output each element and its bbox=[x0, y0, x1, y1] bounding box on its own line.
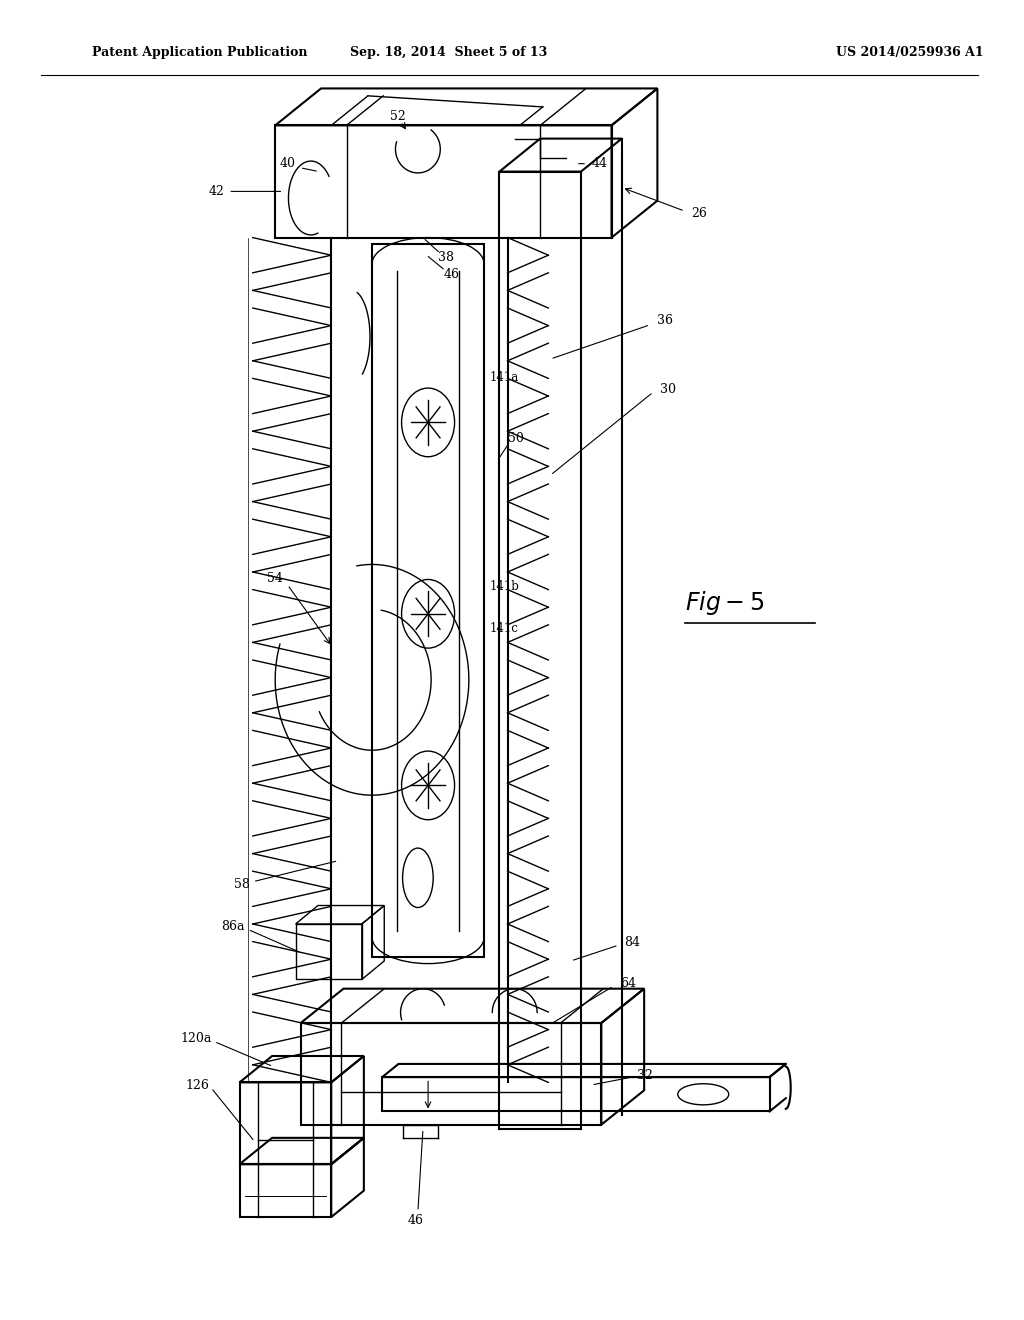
Text: 38: 38 bbox=[438, 251, 455, 264]
Text: 58: 58 bbox=[233, 878, 250, 891]
Text: 36: 36 bbox=[657, 314, 674, 327]
Text: 64: 64 bbox=[620, 977, 636, 990]
Text: 40: 40 bbox=[280, 157, 296, 170]
Text: 32: 32 bbox=[637, 1069, 653, 1082]
Text: 120a: 120a bbox=[180, 1032, 212, 1045]
Text: Sep. 18, 2014  Sheet 5 of 13: Sep. 18, 2014 Sheet 5 of 13 bbox=[350, 46, 547, 59]
Text: 84: 84 bbox=[624, 936, 640, 949]
Text: 141b: 141b bbox=[489, 579, 519, 593]
Text: $\mathit{Fig-5}$: $\mathit{Fig-5}$ bbox=[685, 589, 764, 618]
Text: 46: 46 bbox=[408, 1214, 424, 1228]
Text: 50: 50 bbox=[508, 432, 523, 445]
Text: 46: 46 bbox=[443, 268, 460, 281]
Text: 54: 54 bbox=[267, 572, 284, 585]
Text: 141a: 141a bbox=[489, 371, 518, 384]
Text: 141c: 141c bbox=[489, 622, 518, 635]
Text: 126: 126 bbox=[185, 1078, 209, 1092]
Text: 44: 44 bbox=[591, 157, 607, 170]
Text: Patent Application Publication: Patent Application Publication bbox=[92, 46, 307, 59]
Text: 52: 52 bbox=[389, 110, 406, 123]
Text: 30: 30 bbox=[660, 383, 677, 396]
Text: 42: 42 bbox=[208, 185, 224, 198]
Text: 86a: 86a bbox=[221, 920, 245, 933]
Text: 26: 26 bbox=[691, 207, 707, 220]
Text: US 2014/0259936 A1: US 2014/0259936 A1 bbox=[836, 46, 983, 59]
